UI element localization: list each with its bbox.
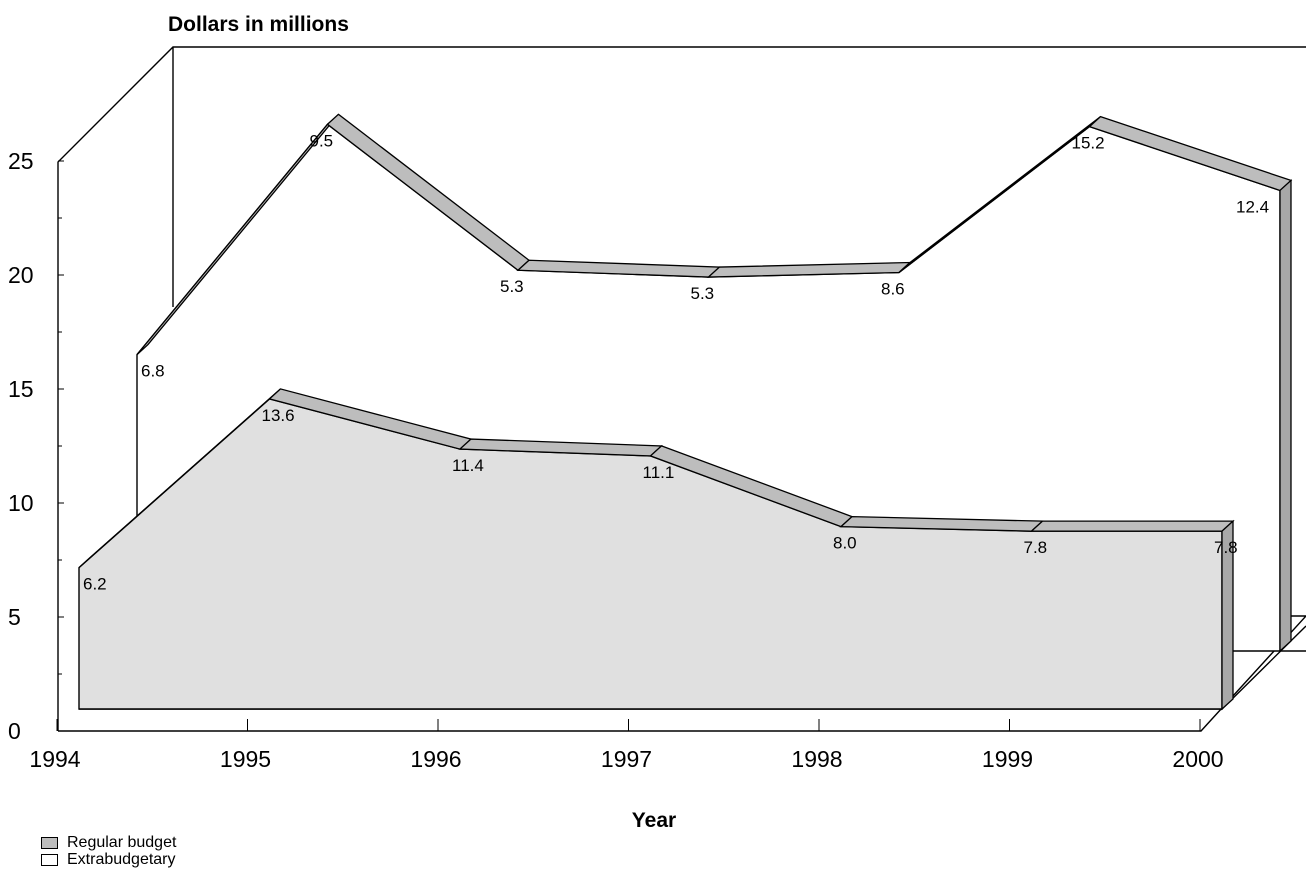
legend-item-extrabudgetary: Extrabudgetary (0, 851, 176, 868)
legend-item-regular-budget: Regular budget (0, 834, 176, 851)
data-label-extrabudgetary: 15.2 (1072, 134, 1105, 153)
data-label-extrabudgetary: 6.8 (141, 362, 165, 381)
x-axis-title: Year (632, 809, 676, 832)
data-label-regular-budget: 6.2 (83, 575, 107, 594)
data-label-regular-budget: 13.6 (262, 406, 295, 425)
legend-swatch-extrabudgetary (41, 853, 58, 866)
data-label-regular-budget: 7.8 (1024, 538, 1048, 557)
data-label-extrabudgetary: 5.3 (500, 277, 524, 296)
x-tick-label: 1994 (29, 746, 80, 772)
data-label-extrabudgetary: 9.5 (310, 131, 334, 150)
floor-right-edge (1221, 625, 1306, 710)
data-label-regular-budget: 11.1 (643, 463, 675, 482)
x-tick-label: 1995 (220, 746, 271, 772)
series-regular-budget: 6.2 13.6 11.4 11.1 8.0 7.8 7.8 (78, 388, 1238, 711)
legend-swatch-regular-budget (41, 836, 58, 849)
regular-budget-ribbon-segment (1029, 520, 1235, 532)
y-axis-title: Dollars in millions (168, 13, 349, 36)
data-label-regular-budget: 11.4 (452, 456, 484, 475)
y-tick-label: 5 (8, 604, 21, 630)
axis-frame-lines (57, 46, 1306, 732)
data-label-extrabudgetary: 8.6 (881, 280, 905, 299)
x-tick-label: 1997 (601, 746, 652, 772)
data-label-regular-budget: 8.0 (833, 534, 857, 553)
regular-budget-side (1221, 519, 1234, 711)
legend-label-extrabudgetary: Extrabudgetary (67, 850, 176, 868)
y-tick-label: 20 (8, 262, 34, 288)
data-label-extrabudgetary: 5.3 (691, 284, 715, 303)
x-tick-label: 1999 (982, 746, 1033, 772)
data-label-regular-budget: 7.8 (1214, 538, 1238, 557)
y-tick-label: 15 (8, 376, 34, 402)
y-tick-label: 10 (8, 490, 34, 516)
x-tick-label: 1998 (791, 746, 842, 772)
y-tick-label: 0 (8, 718, 21, 744)
y-tick-label: 25 (8, 148, 34, 174)
extrabudgetary-side (1279, 178, 1292, 653)
axis-ticks: 0 5 10 15 20 25 1994 1995 1996 1997 1998 1999 2000 (8, 148, 1224, 772)
legend-label-regular-budget: Regular budget (67, 833, 177, 851)
x-tick-label: 2000 (1172, 746, 1223, 772)
legend: Regular budget Extrabudgetary (0, 834, 176, 868)
data-label-extrabudgetary: 12.4 (1236, 197, 1269, 216)
x-tick-label: 1996 (410, 746, 461, 772)
